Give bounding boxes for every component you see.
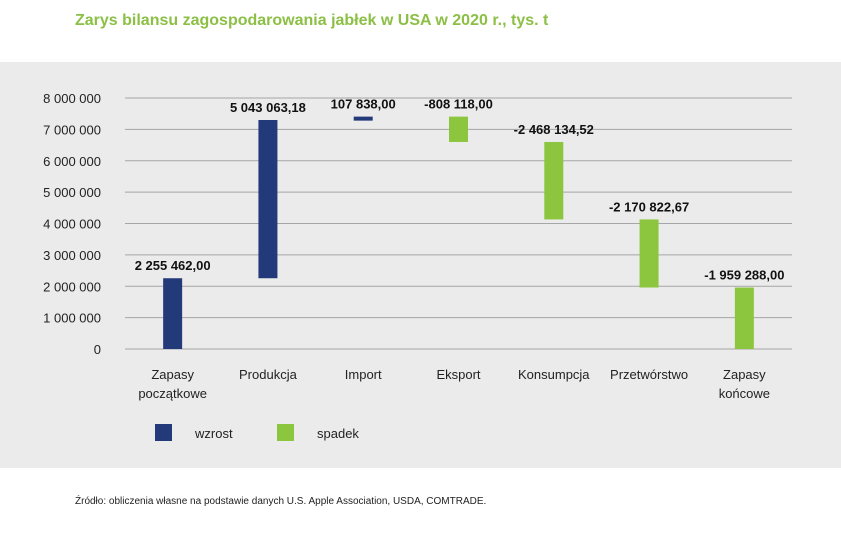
data-label: -2 468 134,52 [514,122,594,137]
bar-spadek [734,287,754,349]
category-label: Eksport [436,367,480,382]
category-label: Przetwórstwo [610,367,688,382]
bar-spadek [449,116,468,142]
category-label: końcowe [719,386,770,401]
category-label: Zapasy [723,367,766,382]
bar-spadek [639,219,659,288]
bar-wzrost [258,120,278,279]
chart-title: Zarys bilansu zagospodarowania jabłek w … [75,12,549,29]
y-tick-label: 6 000 000 [43,154,101,169]
bar-wzrost [163,278,183,349]
y-tick-label: 3 000 000 [43,248,101,263]
data-label: 2 255 462,00 [135,258,211,273]
legend-swatch-spadek [277,424,294,441]
category-label: Zapasy [151,367,194,382]
y-tick-label: 4 000 000 [43,217,101,232]
category-label: Konsumpcja [518,367,590,382]
data-label: 107 838,00 [331,97,396,112]
bar-spadek [544,141,564,220]
y-tick-label: 7 000 000 [43,122,101,137]
data-label: -1 959 288,00 [704,268,784,283]
source-note: Źródło: obliczenia własne na podstawie d… [75,496,487,507]
category-label: Produkcja [239,367,298,382]
y-tick-label: 0 [94,342,101,357]
data-label: -808 118,00 [424,97,493,112]
y-tick-label: 8 000 000 [43,91,101,106]
legend-label-wzrost: wzrost [194,426,233,441]
legend-label-spadek: spadek [317,426,359,441]
y-tick-label: 1 000 000 [43,311,101,326]
y-tick-label: 5 000 000 [43,185,101,200]
category-label: początkowe [138,386,207,401]
legend-swatch-wzrost [155,424,172,441]
bar-wzrost [353,116,373,121]
y-tick-label: 2 000 000 [43,279,101,294]
data-label: -2 170 822,67 [609,199,689,214]
category-label: Import [345,367,382,382]
data-label: 5 043 063,18 [230,100,306,115]
waterfall-chart: 0 1 000 000 2 000 000 3 000 000 4 000 000 5 0… [43,91,792,441]
